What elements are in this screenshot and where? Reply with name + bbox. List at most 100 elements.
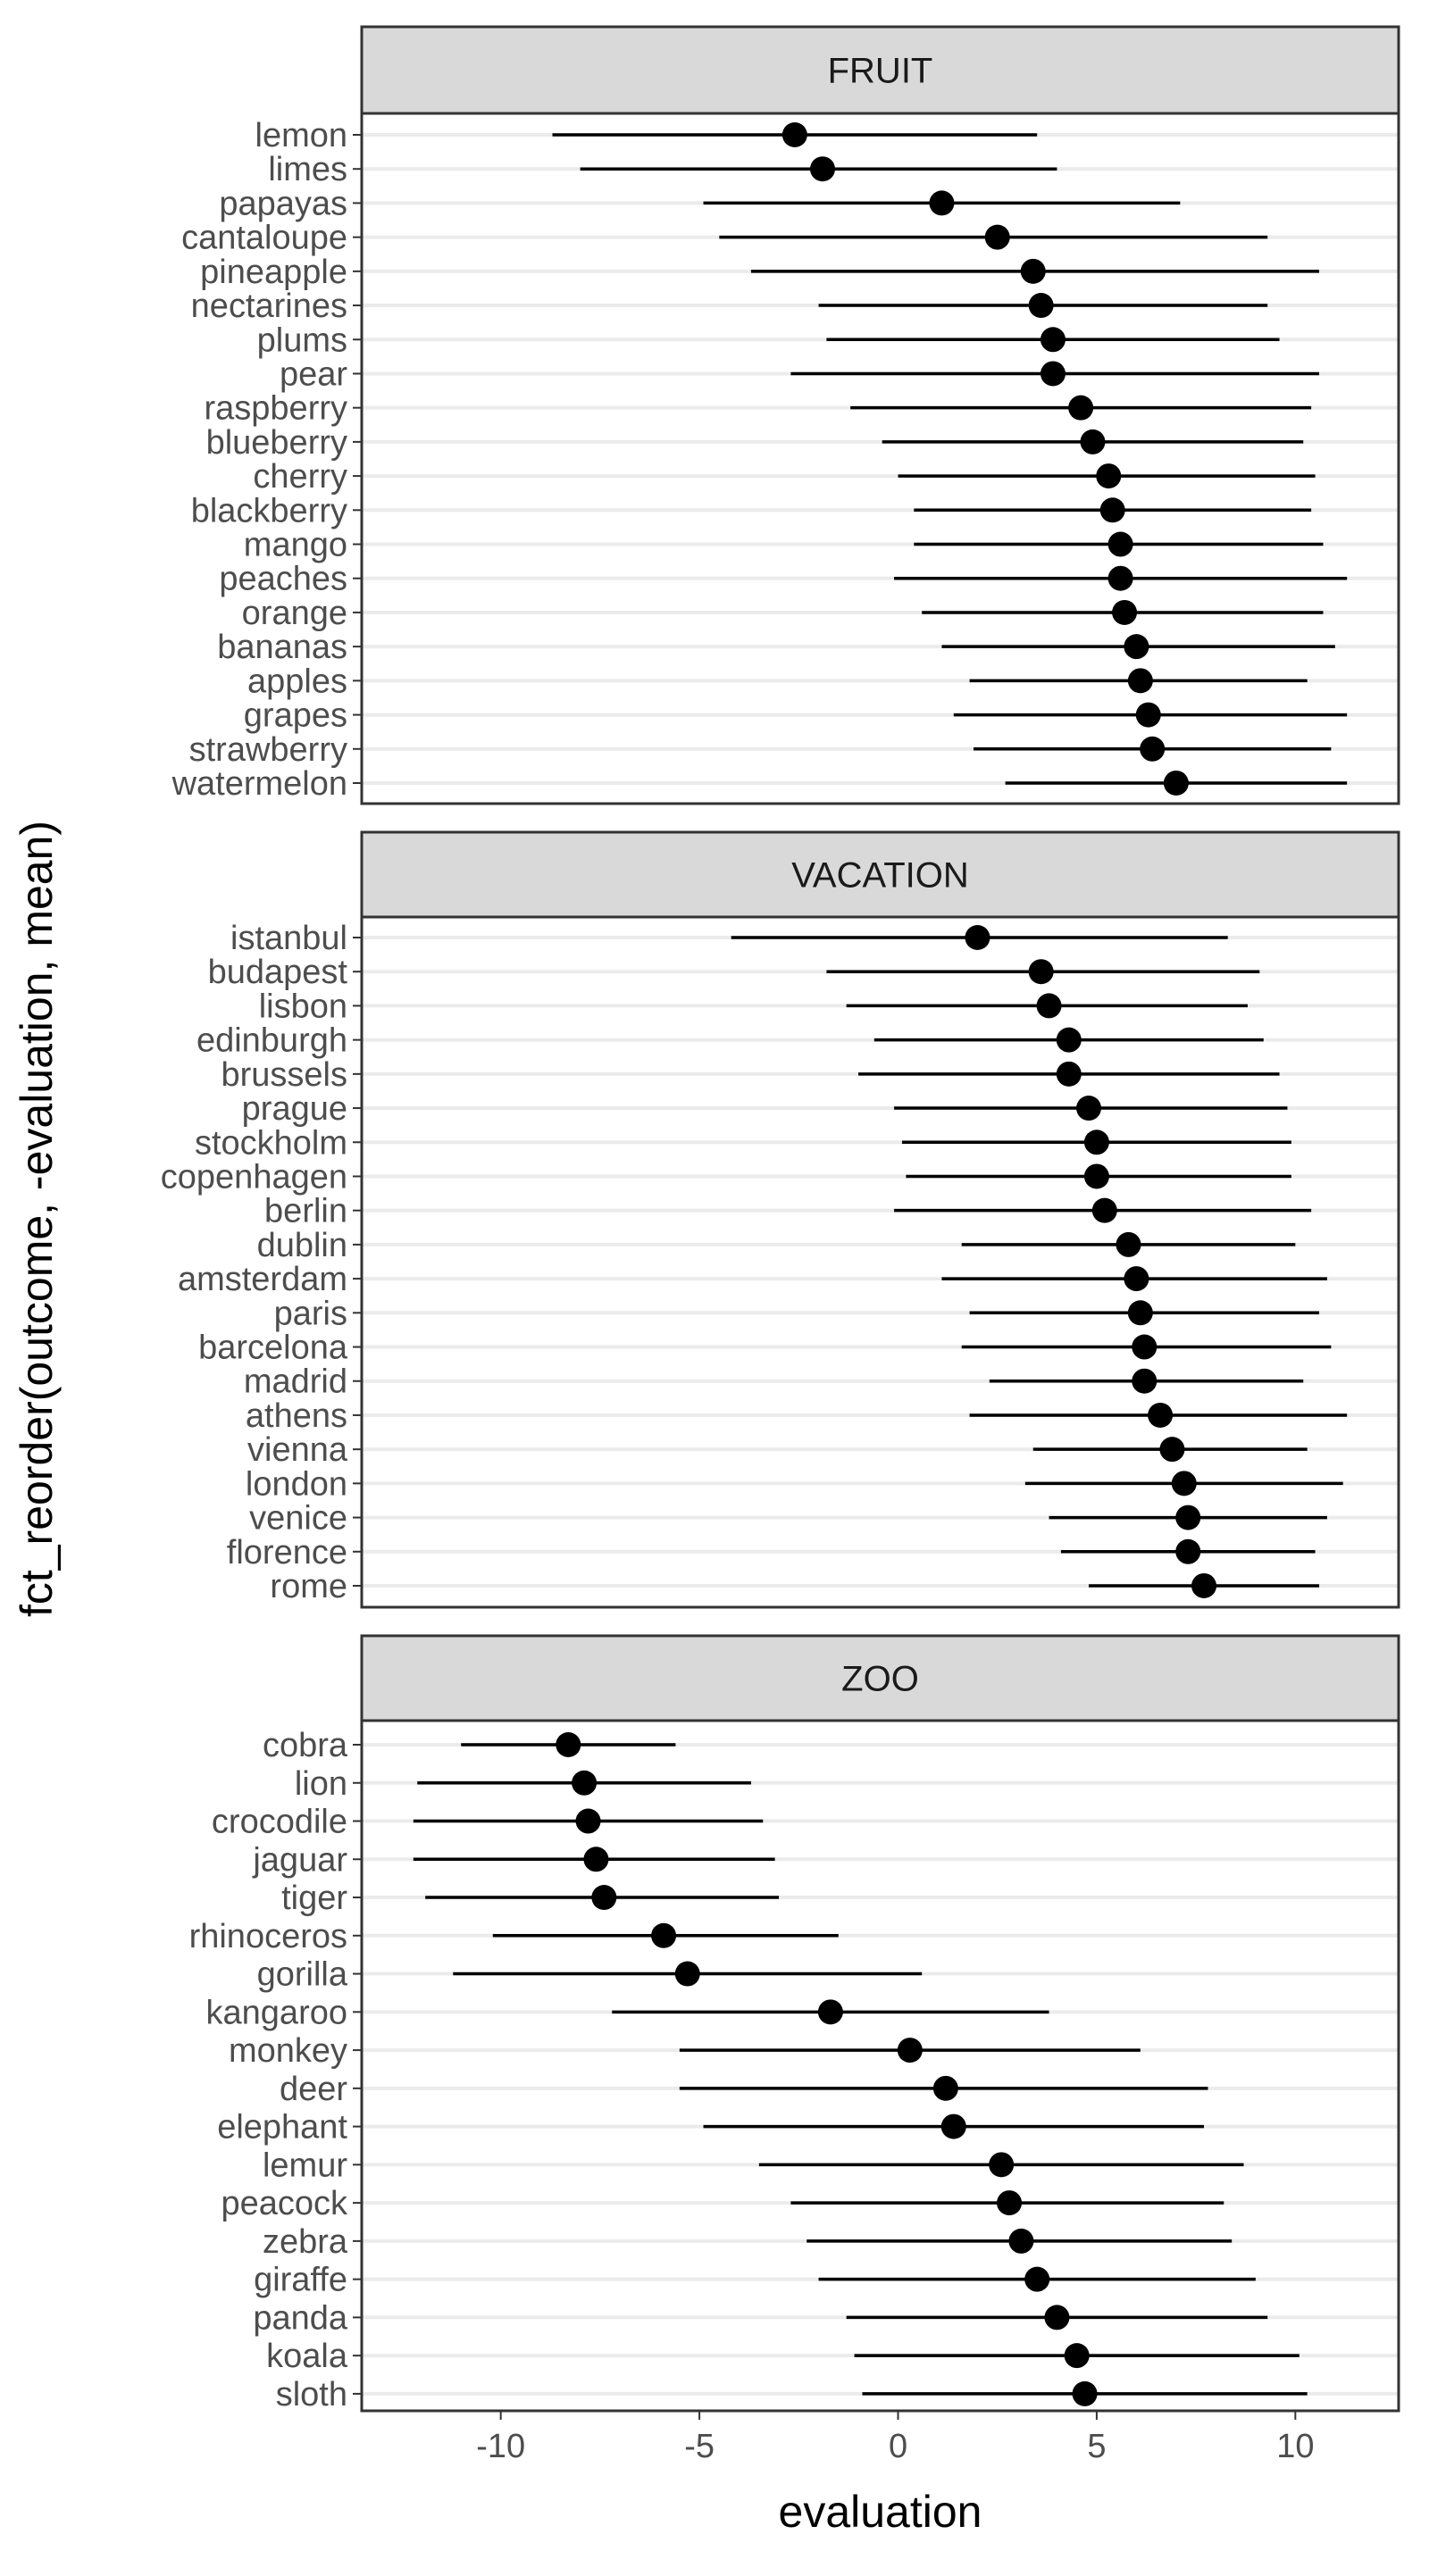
y-tick-label: kangaroo [206, 1994, 347, 2031]
y-tick-label: rhinoceros [189, 1918, 347, 1955]
point-grapes [1135, 702, 1161, 728]
y-tick-label: vienna [247, 1431, 348, 1469]
point-edinburgh [1056, 1027, 1082, 1053]
x-tick-label: -5 [684, 2428, 714, 2465]
point-strawberry [1140, 736, 1166, 762]
y-tick-label: prague [242, 1090, 347, 1128]
point-peacock [997, 2190, 1023, 2216]
y-tick-label: florence [227, 1534, 347, 1571]
point-raspberry [1068, 395, 1094, 421]
y-tick-label: brussels [221, 1056, 348, 1094]
y-tick-label: orange [242, 595, 347, 632]
y-tick-label: crocodile [212, 1804, 347, 1841]
point-jaguar [583, 1847, 609, 1872]
y-tick-label: jaguar [252, 1841, 347, 1879]
y-tick-label: zebra [263, 2223, 348, 2261]
facet-strip-label: FRUIT [828, 52, 933, 91]
y-tick-label: giraffe [254, 2262, 347, 2299]
x-tick-label: 5 [1087, 2428, 1106, 2465]
point-sloth [1072, 2380, 1098, 2406]
y-tick-label: koala [266, 2338, 348, 2375]
y-tick-label: watermelon [171, 765, 347, 803]
y-tick-label: athens [246, 1397, 347, 1435]
point-copenhagen [1083, 1163, 1109, 1189]
y-tick-label: rome [270, 1568, 347, 1605]
y-tick-label: peacock [221, 2185, 348, 2222]
point-florence [1175, 1538, 1201, 1564]
point-kangaroo [817, 1999, 843, 2025]
point-panda [1044, 2305, 1070, 2330]
point-koala [1064, 2343, 1090, 2369]
point-pear [1040, 361, 1065, 387]
point-pineapple [1020, 258, 1046, 284]
x-tick-label: 0 [889, 2428, 907, 2465]
point-budapest [1028, 959, 1054, 985]
x-tick-label: 10 [1276, 2428, 1314, 2465]
y-tick-label: madrid [244, 1363, 347, 1401]
y-tick-label: lisbon [259, 988, 347, 1025]
y-tick-label: blueberry [206, 424, 347, 462]
point-prague [1076, 1096, 1102, 1121]
point-rhinoceros [651, 1922, 677, 1948]
point-lion [572, 1770, 598, 1796]
point-rome [1191, 1572, 1217, 1598]
y-tick-label: sloth [276, 2376, 347, 2413]
y-tick-label: istanbul [230, 920, 347, 957]
panel-border [360, 915, 1400, 1609]
y-tick-label: pear [280, 355, 347, 393]
y-tick-label: edinburgh [196, 1022, 347, 1060]
point-nectarines [1028, 293, 1054, 319]
point-venice [1175, 1505, 1201, 1530]
y-tick-label: stockholm [195, 1124, 347, 1162]
point-vienna [1159, 1437, 1185, 1463]
y-tick-label: cherry [253, 458, 347, 496]
point-blueberry [1080, 429, 1106, 454]
point-monkey [897, 2038, 923, 2063]
y-tick-label: cantaloupe [181, 220, 347, 257]
y-tick-label: amsterdam [178, 1261, 347, 1298]
point-berlin [1091, 1197, 1117, 1223]
panel-background [362, 1721, 1399, 2411]
y-tick-label: pineapple [200, 254, 347, 291]
point-zebra [1008, 2228, 1034, 2254]
point-barcelona [1132, 1334, 1157, 1360]
y-tick-label: london [246, 1465, 347, 1503]
y-tick-label: strawberry [189, 731, 347, 769]
panel-border [360, 1719, 1400, 2413]
y-tick-label: limes [268, 151, 347, 188]
y-tick-label: copenhagen [161, 1158, 347, 1196]
point-bananas [1124, 634, 1149, 660]
y-tick-label: barcelona [198, 1330, 348, 1367]
point-istanbul [965, 925, 990, 950]
point-tiger [591, 1885, 617, 1911]
x-tick-label: -10 [476, 2428, 525, 2465]
y-tick-label: venice [249, 1500, 347, 1538]
panel-background [362, 113, 1399, 804]
y-tick-label: peaches [219, 561, 347, 598]
y-tick-label: elephant [217, 2109, 347, 2147]
y-tick-label: bananas [217, 629, 347, 666]
panel-border [360, 112, 1400, 805]
y-tick-label: lemur [263, 2147, 347, 2184]
point-cobra [556, 1732, 581, 1757]
y-axis-title: fct_reorder(outcome, -evaluation, mean) [12, 821, 62, 1617]
point-limes [810, 156, 835, 182]
point-amsterdam [1124, 1266, 1149, 1292]
point-plums [1040, 327, 1065, 353]
point-cantaloupe [984, 224, 1010, 250]
facet-strip-vacation [360, 830, 1400, 919]
y-tick-label: cobra [263, 1727, 348, 1764]
point-orange [1112, 599, 1138, 625]
point-giraffe [1024, 2266, 1050, 2292]
point-dublin [1116, 1231, 1141, 1257]
point-lemon [781, 122, 807, 147]
point-stockholm [1083, 1130, 1109, 1155]
point-lisbon [1036, 993, 1062, 1019]
facet-strip-label: ZOO [841, 1660, 919, 1699]
point-peaches [1107, 565, 1133, 591]
y-tick-label: dublin [257, 1227, 347, 1264]
point-paris [1127, 1300, 1153, 1326]
facet-strip-label: VACATION [791, 856, 969, 896]
y-tick-label: berlin [264, 1193, 347, 1230]
